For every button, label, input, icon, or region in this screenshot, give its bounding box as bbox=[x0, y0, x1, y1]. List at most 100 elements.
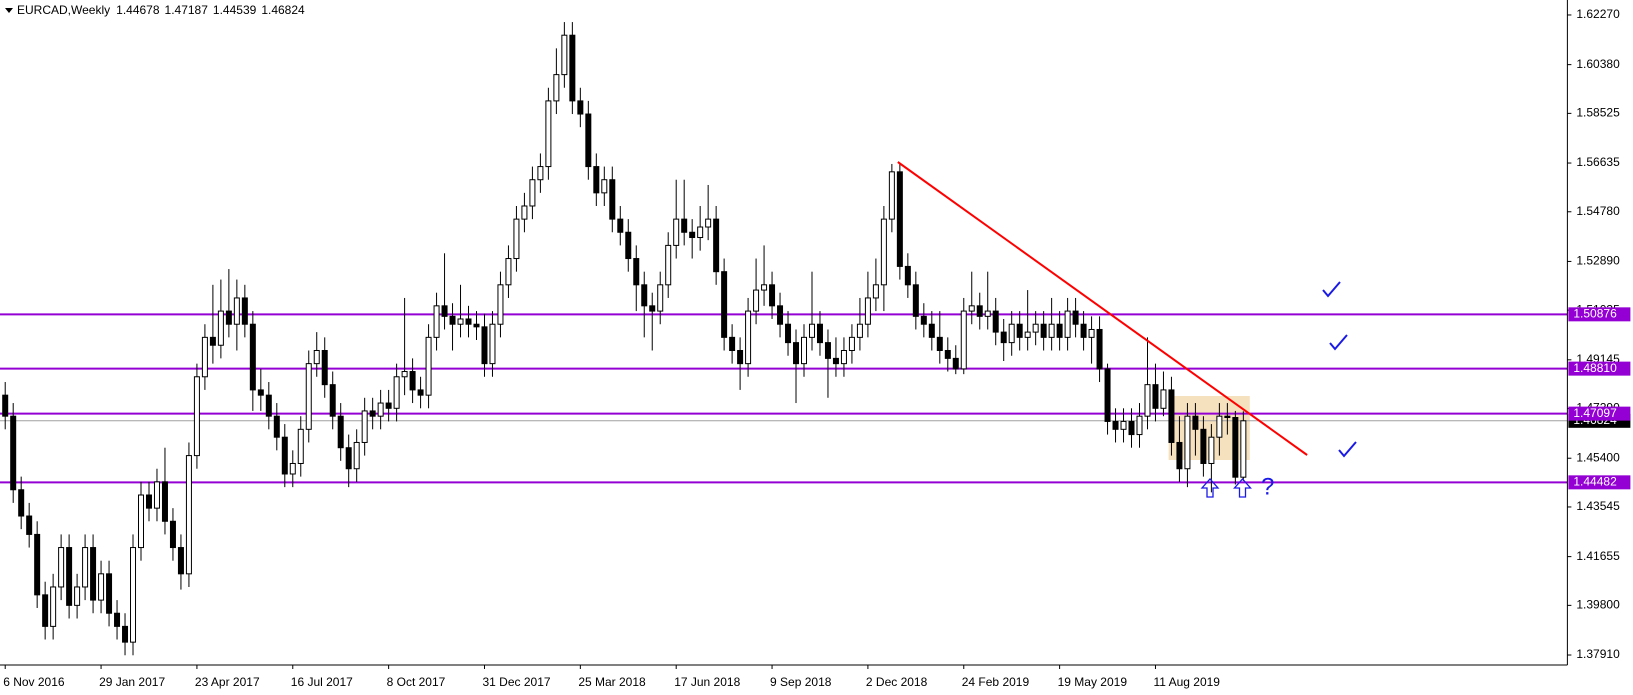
x-tick-label: 2 Dec 2018 bbox=[866, 675, 928, 689]
candle-body bbox=[609, 179, 616, 220]
level-label-box bbox=[1568, 361, 1631, 376]
candle-body bbox=[42, 594, 49, 627]
annotation: ? bbox=[1261, 473, 1274, 500]
candle-body bbox=[777, 305, 784, 325]
x-tick-label: 11 Aug 2019 bbox=[1153, 675, 1220, 689]
candle-body bbox=[225, 310, 232, 325]
candle-body bbox=[441, 305, 448, 317]
candle-body bbox=[880, 218, 887, 286]
menu-triangle bbox=[5, 8, 13, 13]
chart-title: EURCAD,Weekly 1.44678 1.47187 1.44539 1.4682… bbox=[17, 3, 305, 17]
candle-body bbox=[130, 547, 137, 643]
candle-body bbox=[449, 315, 456, 325]
candle-body bbox=[992, 310, 999, 333]
candle-body bbox=[577, 100, 584, 115]
level-label: 1.47097 bbox=[1573, 406, 1617, 420]
candle-body bbox=[1088, 328, 1095, 338]
candle-body bbox=[832, 357, 839, 365]
candle-body bbox=[904, 265, 911, 286]
candle-body bbox=[952, 357, 959, 370]
candle-body bbox=[1192, 415, 1199, 430]
symbol: EURCAD,Weekly bbox=[17, 3, 110, 17]
candle-body bbox=[513, 218, 520, 260]
check-mark bbox=[1338, 441, 1357, 458]
check-mark bbox=[1329, 334, 1348, 351]
candle-body bbox=[305, 363, 312, 430]
up-arrow bbox=[1233, 478, 1252, 498]
candle-body bbox=[593, 166, 600, 194]
candle-body bbox=[177, 547, 184, 575]
candle-body bbox=[1040, 323, 1047, 338]
candle-body bbox=[106, 573, 113, 614]
candle-body bbox=[816, 323, 823, 344]
candle-body bbox=[433, 305, 440, 338]
candle-body bbox=[872, 284, 879, 299]
x-tick-label: 8 Oct 2017 bbox=[387, 675, 446, 689]
candle-body bbox=[122, 625, 129, 643]
x-tick-label: 25 Mar 2018 bbox=[578, 675, 646, 689]
candle-body bbox=[321, 349, 328, 386]
candle-body bbox=[633, 258, 640, 286]
candle-body bbox=[1104, 368, 1111, 422]
candle-body bbox=[153, 481, 160, 509]
up-arrow bbox=[1200, 478, 1220, 498]
x-tick-label: 24 Feb 2019 bbox=[962, 675, 1030, 689]
candle-body bbox=[1048, 323, 1055, 338]
level-label-box bbox=[1568, 406, 1631, 421]
candle-body bbox=[641, 284, 648, 307]
candle-body bbox=[385, 402, 392, 409]
candle-body bbox=[209, 336, 216, 346]
candle-body bbox=[169, 520, 176, 549]
candle-body bbox=[249, 323, 256, 391]
y-tick-label: 1.43545 bbox=[1576, 499, 1620, 513]
y-tick-label: 1.56635 bbox=[1576, 155, 1620, 169]
candle-body bbox=[1064, 310, 1071, 338]
candle-body bbox=[2, 394, 9, 417]
candle-body bbox=[896, 171, 903, 267]
candle-body bbox=[1232, 416, 1239, 478]
candle-body bbox=[185, 455, 192, 575]
y-tick-label: 1.58525 bbox=[1576, 106, 1620, 120]
candle-body bbox=[840, 349, 847, 365]
candle-body bbox=[345, 447, 352, 470]
candle-body bbox=[361, 410, 368, 443]
x-tick-label: 23 Apr 2017 bbox=[195, 675, 260, 689]
candle-body bbox=[425, 336, 432, 396]
candle-body bbox=[1008, 323, 1015, 344]
y-tick-label: 1.37910 bbox=[1576, 647, 1620, 661]
candle-body bbox=[1224, 415, 1231, 418]
candle-body bbox=[114, 612, 121, 627]
y-tick-label: 1.62270 bbox=[1576, 7, 1620, 21]
candle-body bbox=[761, 284, 768, 291]
candle-body bbox=[785, 323, 792, 344]
candle-body bbox=[1128, 420, 1135, 436]
y-tick-label: 1.52890 bbox=[1576, 254, 1620, 268]
y-tick-label: 1.60380 bbox=[1576, 57, 1620, 71]
candle-body bbox=[90, 547, 97, 601]
candle-body bbox=[657, 284, 664, 312]
candle-body bbox=[465, 318, 472, 325]
candle-body bbox=[1160, 389, 1167, 409]
candle-body bbox=[1032, 323, 1039, 333]
candle-body bbox=[297, 428, 304, 464]
level-label-box bbox=[1568, 475, 1631, 490]
candle-body bbox=[58, 547, 65, 588]
trend-line bbox=[897, 161, 1308, 456]
candle-body bbox=[233, 297, 240, 325]
candle-body bbox=[50, 586, 57, 627]
candle-body bbox=[617, 218, 624, 233]
candle-body bbox=[649, 305, 656, 312]
candle-body bbox=[1200, 428, 1207, 464]
candle-body bbox=[98, 573, 105, 601]
y-tick-label: 1.45400 bbox=[1576, 450, 1620, 464]
open-value: 1.44678 bbox=[116, 3, 160, 17]
candle-body bbox=[737, 349, 744, 365]
candle-body bbox=[769, 284, 776, 307]
level-label: 1.48810 bbox=[1573, 361, 1617, 375]
candle-body bbox=[329, 384, 336, 417]
level-label-box bbox=[1568, 307, 1631, 322]
candle-body bbox=[201, 336, 208, 378]
candle-body bbox=[82, 547, 89, 588]
candle-body bbox=[856, 323, 863, 338]
